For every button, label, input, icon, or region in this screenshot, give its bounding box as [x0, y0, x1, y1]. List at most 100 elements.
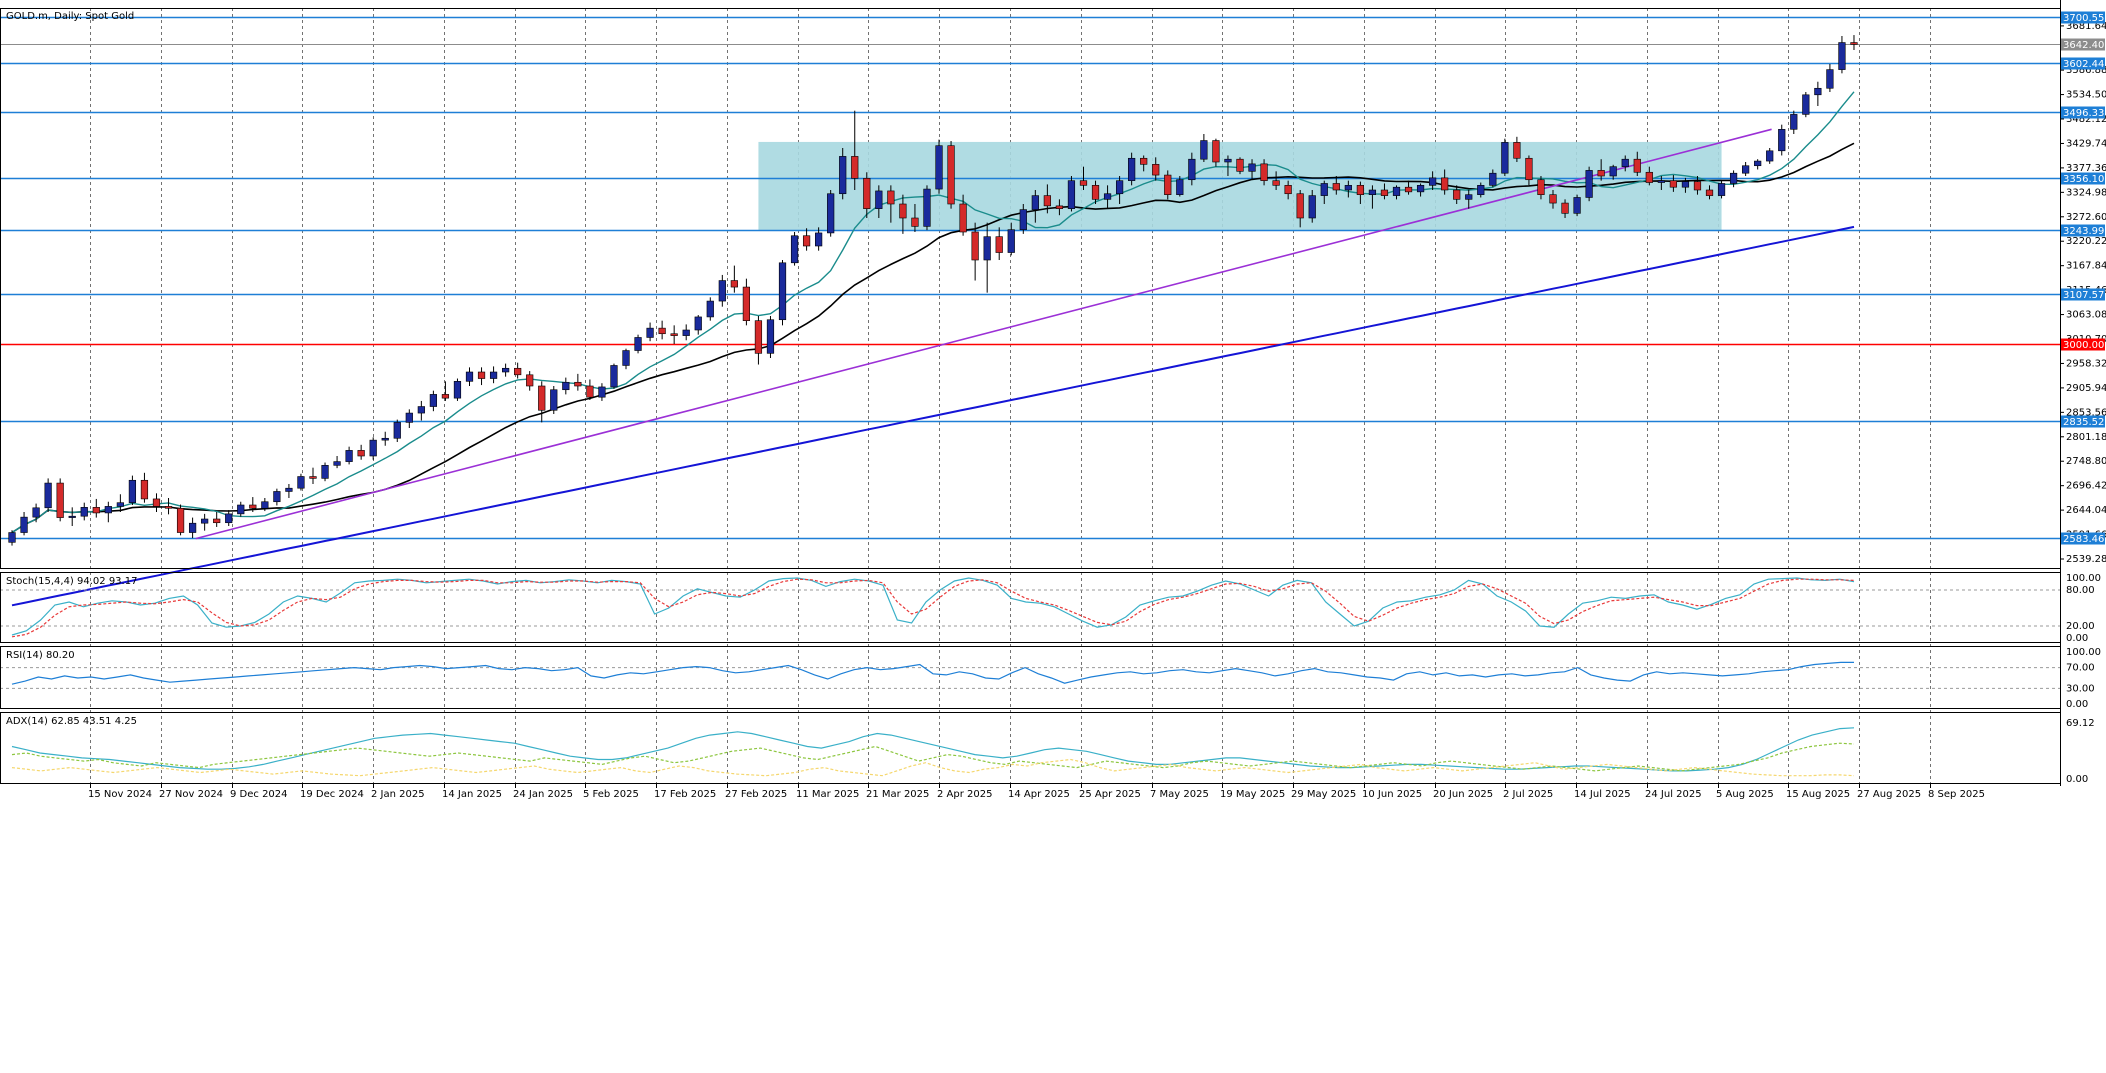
level-price-tag: [2061, 532, 2105, 545]
candle-bear: [1260, 163, 1268, 181]
x-tick-label: 19 Dec 2024: [300, 789, 364, 800]
candle-bear: [1693, 181, 1702, 191]
candle-bull: [694, 316, 702, 331]
x-tick-label: 27 Aug 2025: [1857, 789, 1921, 800]
candle-bull: [706, 300, 714, 318]
candle-bear: [1525, 157, 1533, 181]
candle-bull: [1465, 194, 1473, 200]
level-price-label: 3642.40: [2063, 40, 2104, 51]
candle-bull: [778, 262, 787, 321]
y-tick-label: 3586.88: [2066, 65, 2106, 76]
x-tick-label: 27 Feb 2025: [725, 789, 787, 800]
candle-bear: [586, 385, 594, 398]
candle-bull: [1320, 183, 1328, 196]
candle-bear: [658, 327, 666, 335]
candle-bull: [1103, 193, 1112, 200]
candle-bear: [1079, 180, 1088, 186]
y-tick-label: 2539.28: [2066, 554, 2106, 565]
y-tick-label: 2853.56: [2066, 407, 2106, 418]
candle-bull: [489, 371, 498, 379]
candle-bull: [297, 476, 305, 489]
candle-bull: [923, 188, 931, 227]
x-tick-label: 15 Nov 2024: [88, 789, 152, 800]
candle-bear: [863, 178, 871, 209]
rsi-y-tick-label: 30.00: [2066, 683, 2095, 694]
adx-series-line: [11, 727, 1855, 772]
candle-bull: [1031, 195, 1039, 210]
y-tick-label: 2644.04: [2066, 505, 2106, 516]
candle-bull: [273, 491, 281, 503]
level-price-tag: [2061, 338, 2105, 351]
x-tick-label: 11 Mar 2025: [796, 789, 859, 800]
candle-bull: [128, 479, 137, 503]
candle-bull: [237, 504, 245, 515]
candle-bull: [1308, 195, 1316, 219]
candle-bull: [429, 394, 437, 407]
candle-bull: [610, 365, 618, 388]
candle-bear: [971, 231, 979, 261]
level-price-label: 3356.10: [2063, 174, 2104, 185]
candle-bear: [1091, 185, 1100, 200]
x-tick-label: 25 Apr 2025: [1079, 789, 1141, 800]
candle-bear: [995, 236, 1003, 253]
y-tick-label: 3272.60: [2066, 212, 2106, 223]
x-tick-label: 14 Jan 2025: [442, 789, 502, 800]
candle-bull: [1128, 157, 1136, 181]
candle-bull: [1609, 166, 1617, 177]
stoch-y-tick-label: 100.00: [2066, 573, 2101, 584]
candle-bull: [1790, 114, 1798, 130]
level-price-label: 3000.00: [2063, 340, 2104, 351]
rsi-title: RSI(14) 80.20: [6, 650, 75, 661]
candle-bear: [1705, 189, 1714, 196]
adx-title: ADX(14) 62.85 43.51 4.25: [6, 716, 137, 727]
candle-bear: [1561, 202, 1569, 214]
candle-bull: [1778, 129, 1786, 152]
candle-bear: [357, 450, 365, 457]
candle-bear: [802, 235, 811, 247]
price-panel: GOLD.m, Daily: Spot Gold: [0, 11, 2060, 607]
candle-bull: [465, 371, 474, 382]
candle-bull: [1429, 177, 1437, 186]
x-tick-label: 2 Jul 2025: [1503, 789, 1553, 800]
candle-bull: [44, 482, 52, 509]
candle-bull: [1754, 160, 1762, 167]
adx-series-line: [11, 742, 1855, 772]
y-tick-label: 3377.36: [2066, 163, 2106, 174]
axes-layer: 15 Nov 2024 27 Nov 2024 9 Dec 2024 19 Dec 2…: [0, 0, 2106, 800]
candle-bull: [1585, 170, 1593, 198]
candle-bull: [839, 156, 847, 195]
level-price-label: 2835.52: [2063, 417, 2104, 428]
candle-bear: [1537, 179, 1545, 195]
x-tick-label: 7 May 2025: [1150, 789, 1209, 800]
candle-bull: [417, 406, 425, 414]
candle-bull: [1344, 185, 1352, 191]
rsi-y-tick-label: 70.00: [2066, 663, 2095, 674]
x-tick-label: 8 Sep 2025: [1928, 789, 1985, 800]
candle-bear: [441, 394, 450, 399]
candle-bull: [225, 513, 233, 524]
candle-bull: [1007, 229, 1015, 253]
y-tick-label: 3482.12: [2066, 114, 2106, 125]
ma-mid-line: [11, 142, 1855, 534]
candle-bear: [249, 504, 257, 509]
candle-bear: [1152, 164, 1160, 176]
rsi-panel: 100.00 70.00 30.00 0.00 RSI(14) 80.20: [0, 647, 2101, 710]
level-price-tag: [2061, 38, 2105, 51]
candle-bull: [682, 329, 690, 336]
candle-bull: [550, 389, 558, 411]
candle-bear: [1645, 171, 1653, 183]
level-price-label: 3700.55: [2063, 13, 2104, 24]
candle-bull: [634, 337, 642, 351]
y-tick-label: 3063.08: [2066, 310, 2106, 321]
candle-bear: [1140, 157, 1148, 165]
x-tick-label: 2 Apr 2025: [937, 789, 992, 800]
candle-bull: [1501, 142, 1509, 174]
stoch-series-line: [11, 577, 1855, 636]
candle-bear: [1549, 194, 1557, 204]
candle-bear: [1212, 140, 1220, 163]
stoch-title: Stoch(15,4,4) 94.02 93.17: [6, 576, 137, 587]
candle-bull: [1717, 183, 1726, 196]
candle-bear: [152, 498, 161, 507]
candle-bear: [514, 367, 522, 376]
